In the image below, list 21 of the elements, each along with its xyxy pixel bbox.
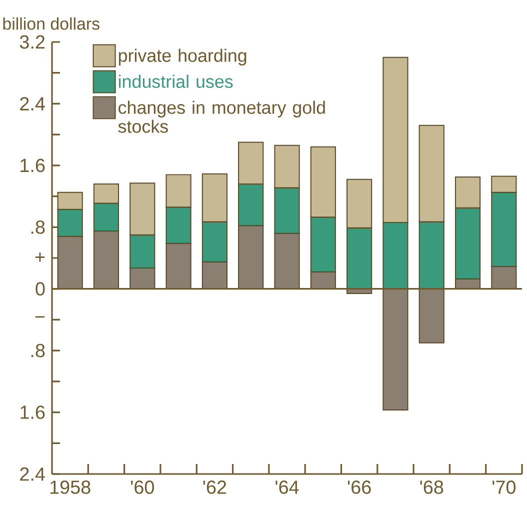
x-tick-label: '68 — [420, 480, 444, 494]
y-tick-label: 2.4 — [20, 97, 45, 110]
y-tick-label: − — [35, 316, 45, 318]
y-tick-label: 1.6 — [20, 158, 45, 172]
y-tick-label: .8 — [31, 344, 45, 358]
y-tick-label: 3.2 — [20, 35, 45, 49]
x-tick-label: '62 — [203, 480, 226, 494]
x-tick-label: '64 — [276, 480, 299, 494]
y-axis-title: billion dollars — [3, 17, 100, 30]
legend-label: industrial uses — [118, 74, 233, 88]
x-tick-label: '70 — [492, 480, 516, 494]
x-tick-label: 1958 — [50, 480, 90, 494]
x-tick-label: '60 — [131, 480, 154, 494]
y-tick-label: 1.6 — [20, 406, 45, 419]
legend-label: private hoarding — [118, 48, 246, 66]
y-tick-label: + — [35, 252, 45, 262]
y-tick-label: 0 — [36, 282, 45, 296]
y-tick-label: .8 — [31, 220, 45, 234]
legend-label: changes in monetary gold stocks — [118, 100, 325, 133]
x-tick-label: '66 — [348, 480, 371, 494]
y-tick-label: 2.4 — [20, 467, 45, 481]
